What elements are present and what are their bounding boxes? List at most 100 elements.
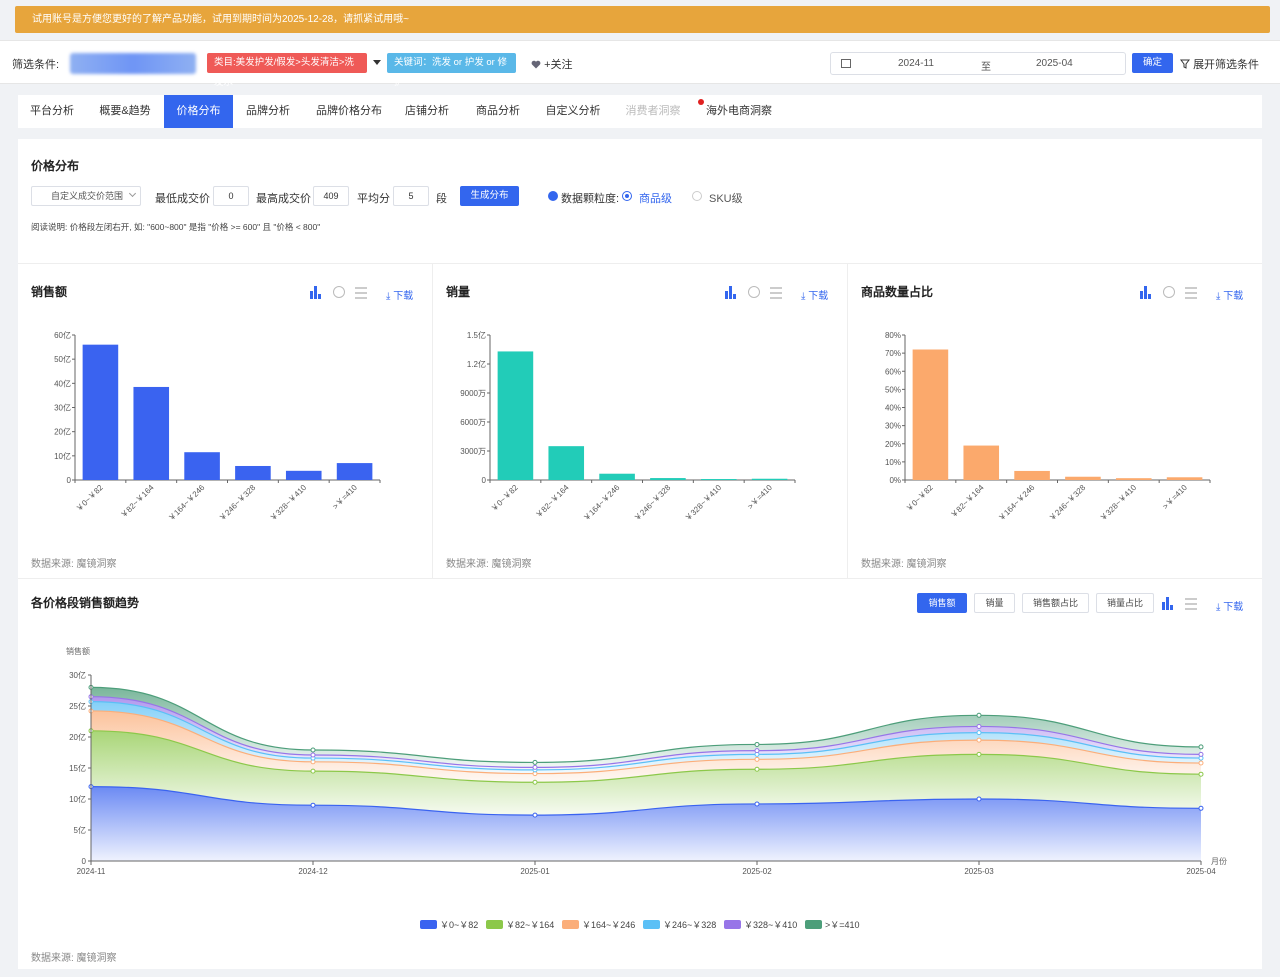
series-area [91, 786, 1201, 861]
table-view-icon[interactable] [1185, 598, 1197, 610]
y-tick-label: 60亿 [54, 330, 71, 340]
split-label: 平均分 [357, 193, 390, 205]
legend-item[interactable]: ￥82~￥164 [486, 918, 554, 931]
date-start[interactable]: 2024-11 [898, 58, 934, 69]
tab-product[interactable]: 商品分析 [476, 105, 520, 117]
legend-item[interactable]: >￥=410 [805, 918, 860, 931]
legend-item[interactable]: ￥164~￥246 [562, 918, 635, 931]
tab-overview[interactable]: 概要&趋势 [99, 105, 151, 117]
y-tick-label: 25亿 [69, 701, 86, 711]
granularity-label: 数据颗粒度: [561, 193, 620, 205]
legend-item[interactable]: ￥0~￥82 [420, 918, 478, 931]
confirm-button[interactable]: 确定 [1132, 53, 1173, 73]
pie-chart-icon[interactable] [333, 286, 345, 298]
download-button[interactable]: ⤓ 下载 [801, 291, 829, 302]
legend-item[interactable]: ￥328~￥410 [724, 918, 797, 931]
tab-brand-price[interactable]: 品牌价格分布 [316, 105, 382, 117]
radio-sku-label[interactable]: SKU级 [709, 193, 743, 205]
date-range-picker[interactable]: 2024-11 至 2025-04 [830, 52, 1126, 75]
max-price-input[interactable]: 409 [313, 186, 349, 206]
split-count-input[interactable]: 5 [393, 186, 429, 206]
data-point [1198, 744, 1204, 750]
bar-chart-icon[interactable] [1140, 286, 1153, 299]
min-price-input[interactable]: 0 [213, 186, 249, 206]
table-view-icon[interactable] [1185, 287, 1197, 299]
x-tick-label: ￥0~￥82 [489, 483, 520, 514]
keyword-tag[interactable]: 关键词：洗发 or 护发 or 修护 [387, 53, 516, 88]
data-point [976, 751, 982, 757]
x-tick-label: 2024-12 [298, 867, 328, 876]
blurred-filter-value[interactable] [70, 53, 196, 74]
y-tick-label: 80% [885, 331, 901, 340]
pie-chart-icon[interactable] [748, 286, 760, 298]
radio-sku-level[interactable] [692, 191, 702, 201]
data-point [1198, 751, 1204, 757]
radio-product-level[interactable] [622, 191, 632, 201]
x-tick-label: ￥246~￥328 [632, 483, 672, 523]
x-tick-label: 2025-04 [1186, 867, 1216, 876]
date-end[interactable]: 2025-04 [1036, 58, 1073, 69]
y-tick-label: 3000万 [460, 447, 486, 456]
tab-platform[interactable]: 平台分析 [30, 105, 74, 117]
date-separator: 至 [981, 62, 991, 73]
data-point [532, 759, 538, 765]
series-line [90, 696, 1202, 768]
tab-price-distribution[interactable]: 价格分布 [164, 95, 233, 128]
switch-sales-volume-share[interactable]: 销量占比 [1096, 593, 1154, 613]
y-tick-label: 30亿 [69, 670, 86, 680]
download-button[interactable]: ⤓ 下载 [386, 291, 414, 302]
price-range-select[interactable]: 自定义成交价范围 [31, 186, 141, 206]
x-axis-label: 月份 [1211, 856, 1227, 866]
tab-overseas[interactable]: 海外电商洞察 [706, 105, 772, 117]
download-button[interactable]: ⤓ 下载 [1216, 602, 1244, 613]
y-tick-label: 10% [885, 458, 901, 467]
y-tick-label: 0 [482, 476, 487, 485]
pie-chart-icon[interactable] [1163, 286, 1175, 298]
tab-store[interactable]: 店铺分析 [405, 105, 449, 117]
sales-volume-card: 销量 ⤓ 下载 0 3000万 6000万 9000万 1.2亿 1.5亿 ￥0~￥82 ￥8… [433, 263, 847, 578]
table-view-icon[interactable] [355, 287, 367, 299]
legend-swatch [805, 920, 822, 929]
bar-chart-icon[interactable] [310, 286, 323, 299]
bar [599, 473, 635, 480]
switch-sales-amount-share[interactable]: 销售额占比 [1022, 593, 1089, 613]
table-view-icon[interactable] [770, 287, 782, 299]
y-tick-label: 40% [885, 404, 901, 413]
caret-down-icon[interactable] [373, 60, 381, 65]
expand-filter-button[interactable]: 展开筛选条件 [1180, 56, 1259, 72]
bar-chart-icon[interactable] [725, 286, 738, 299]
legend-swatch [420, 920, 437, 929]
bar [963, 445, 1000, 480]
category-tag[interactable]: 类目:美发护发/假发>头发清洁>洗发水 [207, 53, 367, 88]
generate-distribution-button[interactable]: 生成分布 [460, 186, 519, 206]
bar-chart-icon[interactable] [1162, 597, 1175, 610]
follow-button[interactable]: +关注 [531, 56, 573, 72]
data-point [754, 756, 760, 762]
divider [18, 263, 1262, 264]
data-source: 数据来源: 魔镜洞察 [31, 953, 117, 964]
switch-sales-amount[interactable]: 销售额 [917, 593, 967, 613]
legend-item[interactable]: ￥246~￥328 [643, 918, 716, 931]
x-tick-label: 2024-11 [77, 867, 106, 876]
tab-brand[interactable]: 品牌分析 [246, 105, 290, 117]
data-point [310, 768, 316, 774]
tab-consumer: 消费者洞察 [625, 105, 681, 117]
x-tick-label: ￥328~￥410 [268, 483, 308, 523]
radio-product-label[interactable]: 商品级 [639, 193, 672, 205]
tab-custom[interactable]: 自定义分析 [545, 105, 601, 117]
x-tick-label: ￥328~￥410 [1098, 483, 1138, 523]
y-tick-label: 10亿 [54, 451, 71, 461]
y-tick-label: 20% [885, 440, 901, 449]
y-tick-label: 30% [885, 422, 901, 431]
min-price-label: 最低成交价 [155, 193, 210, 205]
download-button[interactable]: ⤓ 下载 [1216, 291, 1244, 302]
legend-swatch [486, 920, 503, 929]
data-source: 数据来源: 魔镜洞察 [446, 559, 532, 570]
price-distribution-panel: 价格分布 自定义成交价范围 最低成交价 0 最高成交价 409 平均分 5 段 … [18, 139, 1262, 969]
data-point [532, 779, 538, 785]
data-point [1198, 805, 1204, 811]
help-icon [548, 191, 558, 201]
divider [18, 578, 1262, 579]
switch-sales-volume[interactable]: 销量 [974, 593, 1015, 613]
